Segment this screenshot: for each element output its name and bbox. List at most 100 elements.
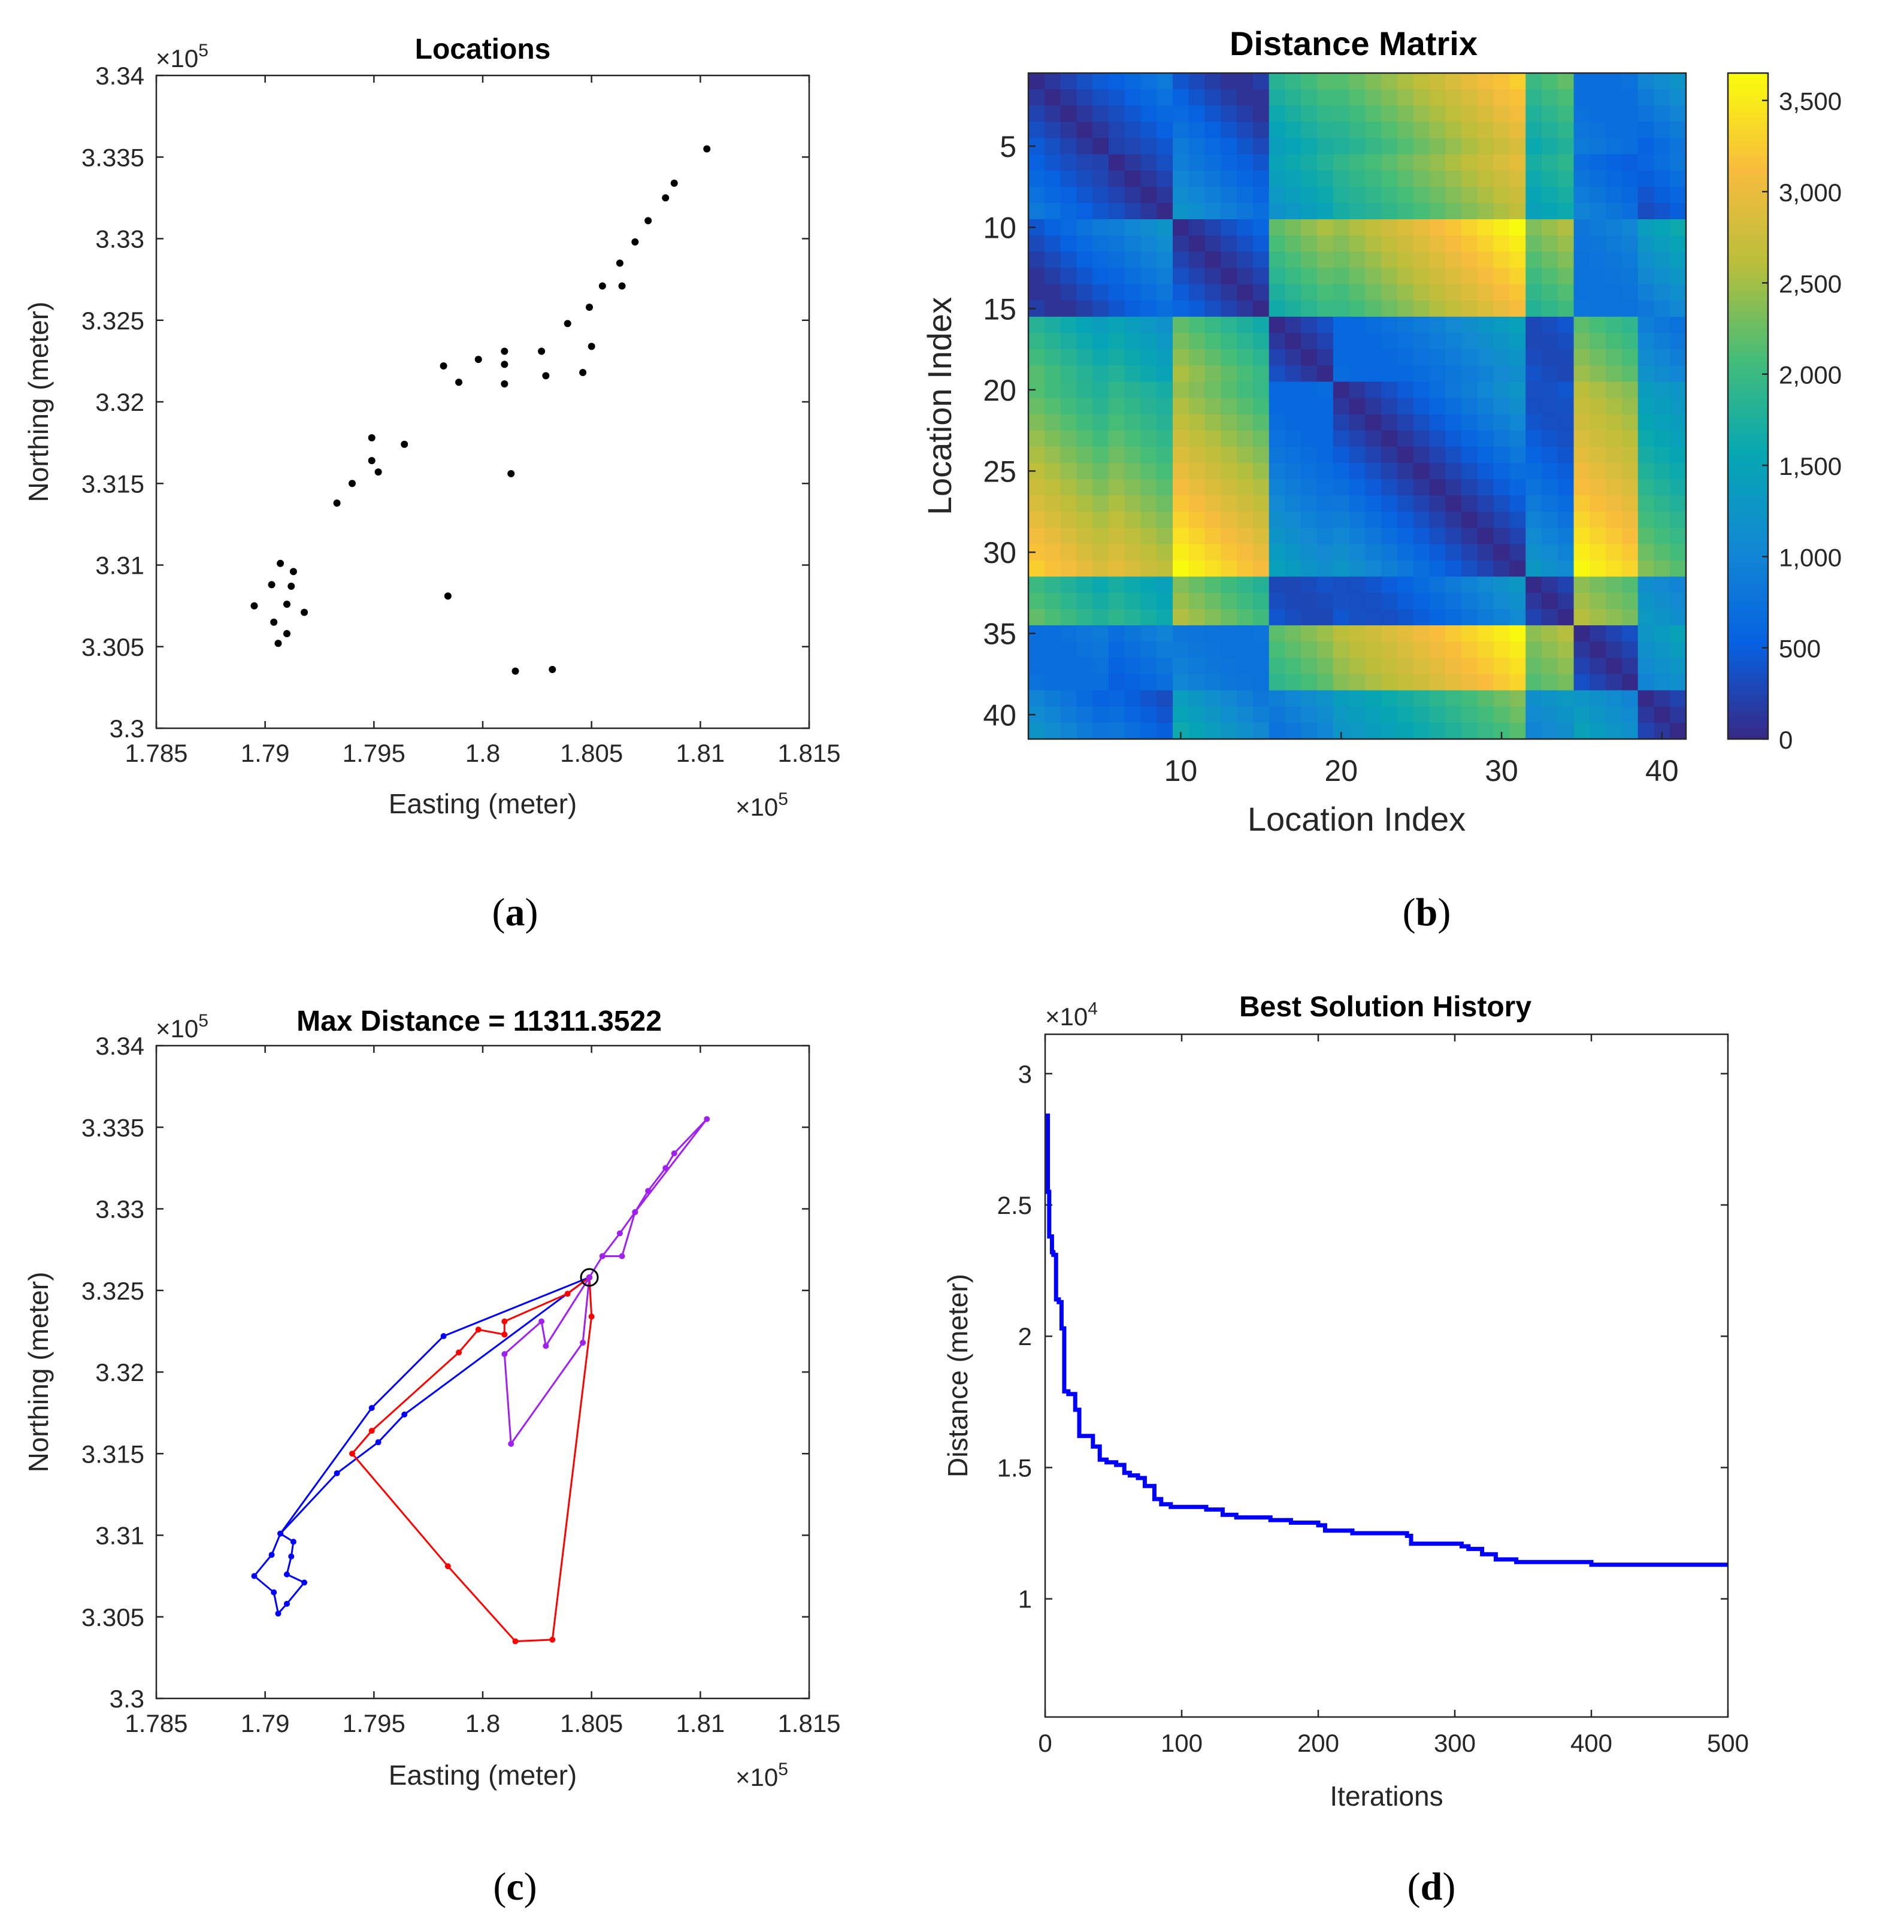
heatmap-cell bbox=[1252, 316, 1270, 334]
heatmap-cell bbox=[1140, 316, 1157, 334]
route-point bbox=[251, 1573, 258, 1579]
heatmap-cell bbox=[1092, 349, 1109, 366]
colorbar-band bbox=[1728, 339, 1768, 346]
heatmap-cell bbox=[1349, 154, 1366, 171]
heatmap-cell bbox=[1509, 430, 1526, 447]
heatmap-cell bbox=[1590, 154, 1606, 171]
heatmap-cell bbox=[1317, 122, 1334, 139]
heatmap-cell bbox=[1124, 625, 1142, 642]
heatmap-cell bbox=[1140, 560, 1157, 577]
heatmap-cell bbox=[1269, 511, 1286, 529]
heatmap-cell bbox=[1461, 202, 1478, 220]
heatmap-cell bbox=[1397, 381, 1414, 399]
heatmap-cell bbox=[1541, 186, 1558, 204]
location-point bbox=[549, 665, 556, 673]
heatmap-cell bbox=[1301, 706, 1318, 723]
route-point bbox=[501, 1318, 508, 1325]
heatmap-cell bbox=[1445, 138, 1462, 155]
heatmap-cell bbox=[1477, 202, 1494, 220]
heatmap-cell bbox=[1269, 73, 1286, 90]
heatmap-cell bbox=[1044, 446, 1061, 464]
colorbar-band bbox=[1728, 539, 1768, 546]
heatmap-cell bbox=[1381, 89, 1398, 106]
heatmap-cell bbox=[1445, 495, 1462, 512]
heatmap-cell bbox=[1573, 560, 1590, 577]
heatmap-cell bbox=[1365, 625, 1382, 642]
heatmap-cell bbox=[1557, 560, 1575, 577]
heatmap-cell bbox=[1044, 414, 1061, 431]
heatmap-cell bbox=[1252, 381, 1270, 399]
heatmap-cell bbox=[1188, 219, 1206, 236]
heatmap-cell bbox=[1204, 300, 1221, 317]
heatmap-cell bbox=[1028, 186, 1045, 204]
heatmap-cell bbox=[1573, 284, 1590, 301]
colorbar-band bbox=[1728, 528, 1768, 534]
heatmap-cell bbox=[1237, 219, 1254, 236]
heatmap-cell bbox=[1477, 674, 1494, 691]
heatmap-cell bbox=[1252, 202, 1270, 220]
heatmap-cell bbox=[1397, 674, 1414, 691]
heatmap-cell bbox=[1525, 430, 1542, 447]
heatmap-cell bbox=[1606, 73, 1623, 90]
y-tick-label: 3.315 bbox=[81, 1440, 144, 1468]
heatmap-cell bbox=[1285, 414, 1301, 431]
y-tick-label: 3.31 bbox=[95, 1522, 144, 1550]
heatmap-cell bbox=[1573, 609, 1590, 626]
heatmap-cell bbox=[1509, 658, 1526, 675]
heatmap-cell bbox=[1461, 138, 1478, 155]
heatmap-cell bbox=[1606, 154, 1623, 171]
heatmap-cell bbox=[1493, 560, 1511, 577]
heatmap-cell bbox=[1541, 690, 1558, 707]
heatmap-cell bbox=[1525, 89, 1542, 106]
colorbar-band bbox=[1728, 678, 1768, 685]
heatmap-cell bbox=[1670, 706, 1687, 723]
heatmap-cell bbox=[1188, 544, 1206, 561]
heatmap-cell bbox=[1173, 609, 1189, 626]
route-point bbox=[301, 1579, 308, 1586]
x-tick-label: 1.8 bbox=[465, 1709, 500, 1737]
heatmap-cell bbox=[1221, 170, 1237, 187]
heatmap-cell bbox=[1573, 316, 1590, 334]
heatmap-cell bbox=[1445, 89, 1462, 106]
heatmap-cell bbox=[1590, 511, 1606, 529]
heatmap-cell bbox=[1140, 592, 1157, 610]
heatmap-cell bbox=[1670, 398, 1687, 415]
heatmap-cell bbox=[1590, 641, 1606, 658]
heatmap-cell bbox=[1269, 252, 1286, 269]
heatmap-cell bbox=[1317, 398, 1334, 415]
heatmap-cell bbox=[1606, 528, 1623, 545]
route-point bbox=[401, 1411, 408, 1418]
heatmap-cell bbox=[1365, 73, 1382, 90]
heatmap-cell bbox=[1590, 706, 1606, 723]
heatmap-cell bbox=[1188, 398, 1206, 415]
heatmap-cell bbox=[1445, 446, 1462, 464]
heatmap-cell bbox=[1333, 576, 1350, 593]
heatmap-cell bbox=[1654, 528, 1670, 545]
heatmap-cell bbox=[1188, 365, 1206, 382]
heatmap-cell bbox=[1413, 252, 1430, 269]
heatmap-cell bbox=[1573, 398, 1590, 415]
colorbar-band bbox=[1728, 328, 1768, 335]
heatmap-cell bbox=[1621, 625, 1639, 642]
heatmap-cell bbox=[1157, 462, 1173, 480]
heatmap-cell bbox=[1670, 544, 1687, 561]
heatmap-cell bbox=[1157, 544, 1173, 561]
colorbar-band bbox=[1728, 117, 1768, 124]
heatmap-cell bbox=[1173, 576, 1189, 593]
location-point bbox=[631, 238, 639, 246]
heatmap-cell bbox=[1269, 658, 1286, 675]
heatmap-cell bbox=[1557, 414, 1575, 431]
heatmap-cell bbox=[1140, 576, 1157, 593]
heatmap-cell bbox=[1108, 154, 1125, 171]
heatmap-cell bbox=[1445, 609, 1462, 626]
location-point bbox=[277, 559, 284, 567]
heatmap-cell bbox=[1028, 446, 1045, 464]
heatmap-cell bbox=[1092, 105, 1109, 122]
heatmap-cell bbox=[1493, 284, 1511, 301]
heatmap-cell bbox=[1493, 268, 1511, 285]
heatmap-cell bbox=[1204, 332, 1221, 350]
heatmap-cell bbox=[1028, 414, 1045, 431]
heatmap-cell bbox=[1188, 349, 1206, 366]
colorbar-tick-label: 1,500 bbox=[1779, 452, 1842, 480]
heatmap-cell bbox=[1429, 219, 1446, 236]
